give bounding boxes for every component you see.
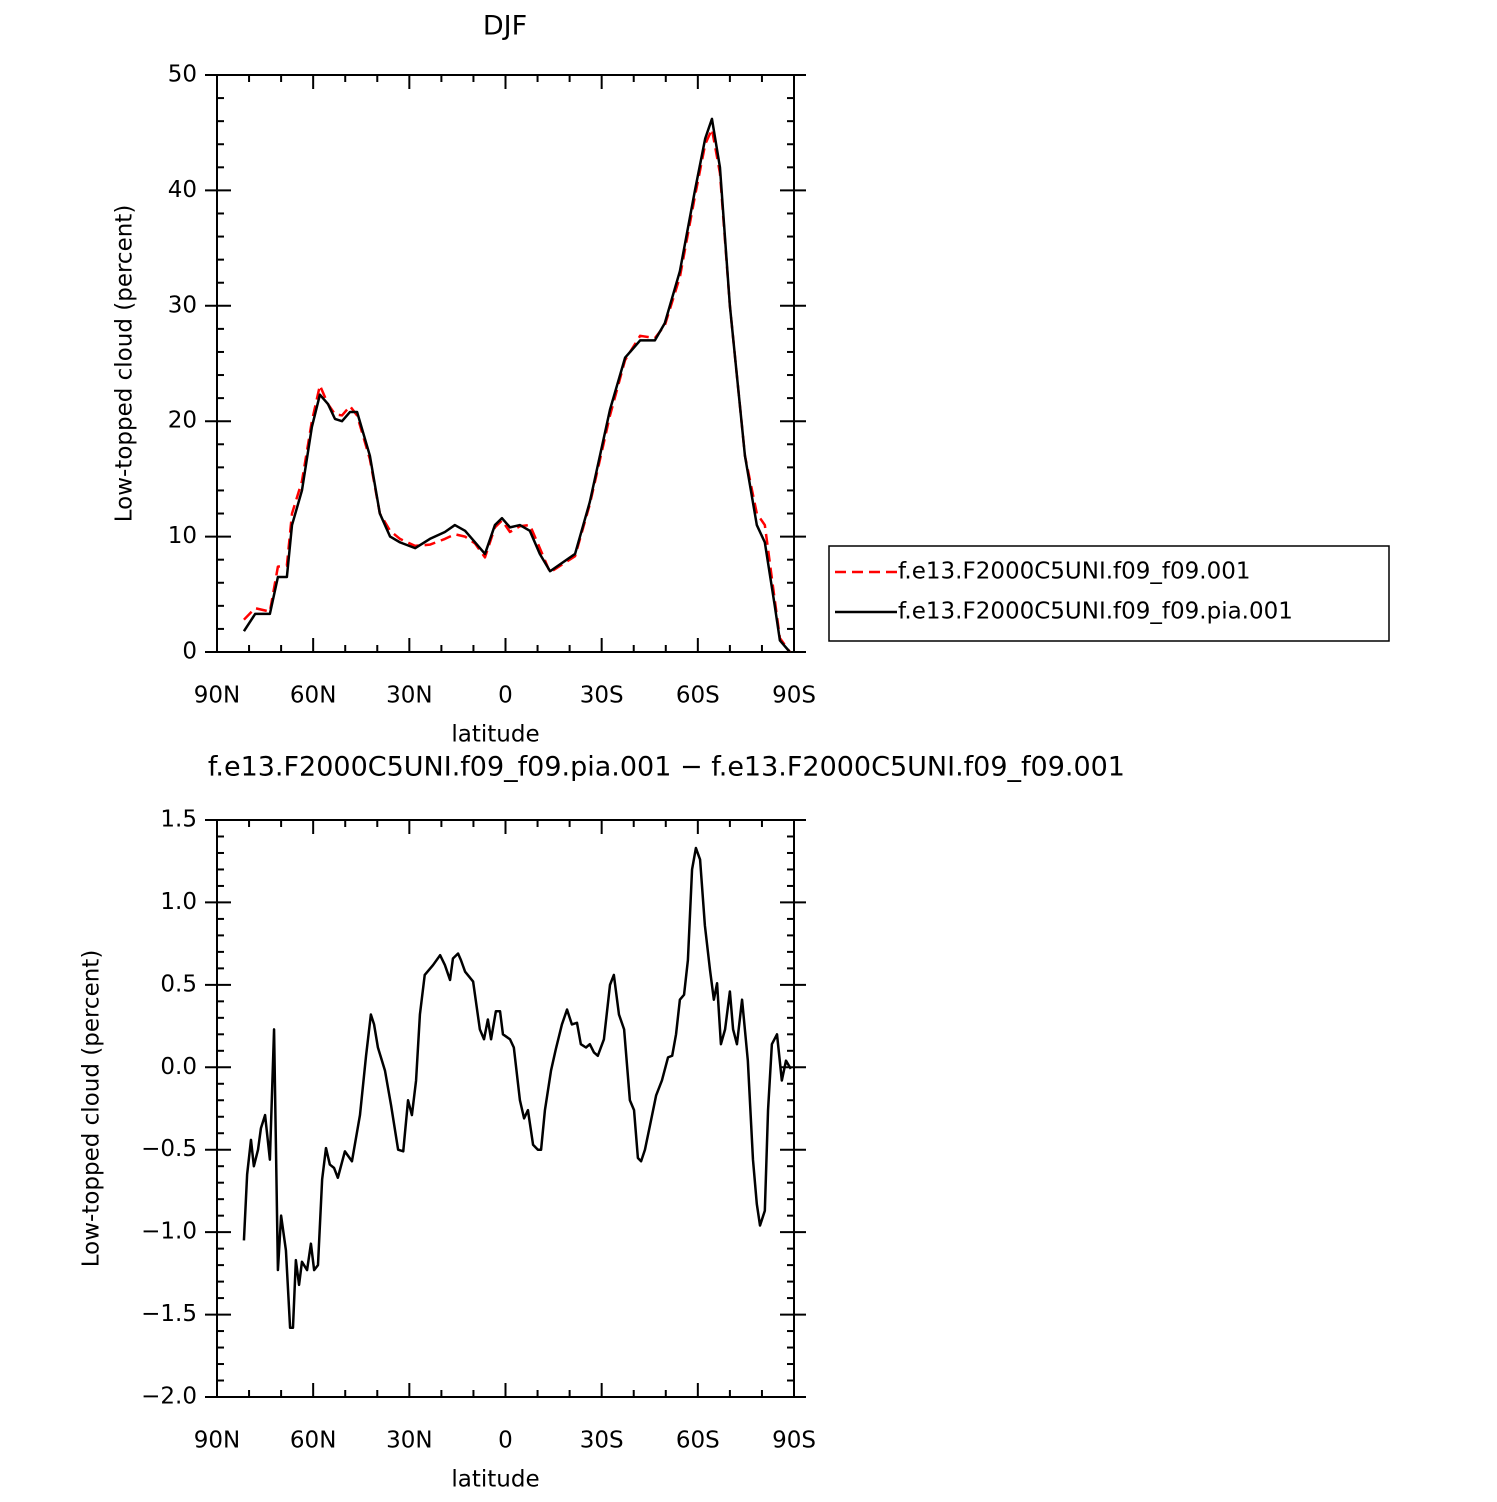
y-tick-label: 1.0 [160, 889, 197, 915]
plot-frame [216, 74, 795, 653]
y-tick-label: −1.5 [141, 1301, 197, 1327]
y-axis-label: Low-topped cloud (percent) [112, 205, 138, 523]
x-axis-label: latitude [451, 722, 539, 748]
x-tick-label: 60S [676, 1428, 720, 1454]
x-tick-label: 60N [290, 683, 336, 709]
y-axis-label: Low-topped cloud (percent) [79, 950, 105, 1268]
y-tick-label: 50 [168, 62, 197, 88]
y-tick-label: 0 [182, 639, 197, 665]
y-tick-label: −1.0 [141, 1219, 197, 1245]
y-tick-label: 0.5 [160, 971, 197, 997]
x-tick-label: 60N [290, 1428, 336, 1454]
x-tick-label: 30N [386, 683, 432, 709]
y-tick-label: −2.0 [141, 1384, 197, 1410]
legend-box [828, 545, 1390, 642]
x-axis-label: latitude [451, 1467, 539, 1493]
x-tick-label: 0 [498, 1428, 513, 1454]
x-tick-label: 90N [194, 1428, 240, 1454]
legend-label: f.e13.F2000C5UNI.f09_f09.001 [898, 559, 1251, 585]
x-tick-label: 0 [498, 683, 513, 709]
x-tick-label: 90S [772, 683, 816, 709]
legend-label: f.e13.F2000C5UNI.f09_f09.pia.001 [898, 599, 1293, 625]
x-tick-label: 30N [386, 1428, 432, 1454]
y-tick-label: −0.5 [141, 1136, 197, 1162]
y-tick-label: 30 [168, 292, 197, 318]
y-tick-label: 20 [168, 408, 197, 434]
plot-frame [216, 819, 795, 1398]
data-line [242, 117, 791, 653]
chart-title: f.e13.F2000C5UNI.f09_f09.pia.001 − f.e13… [208, 752, 1125, 783]
y-tick-label: 0.0 [160, 1054, 197, 1080]
x-tick-label: 90N [194, 683, 240, 709]
y-tick-label: 40 [168, 177, 197, 203]
y-tick-label: 1.5 [160, 807, 197, 833]
chart-title: DJF [483, 11, 527, 42]
data-line [242, 846, 792, 1330]
x-tick-label: 30S [580, 1428, 624, 1454]
y-tick-label: 10 [168, 523, 197, 549]
x-tick-label: 30S [580, 683, 624, 709]
x-tick-label: 90S [772, 1428, 816, 1454]
x-tick-label: 60S [676, 683, 720, 709]
